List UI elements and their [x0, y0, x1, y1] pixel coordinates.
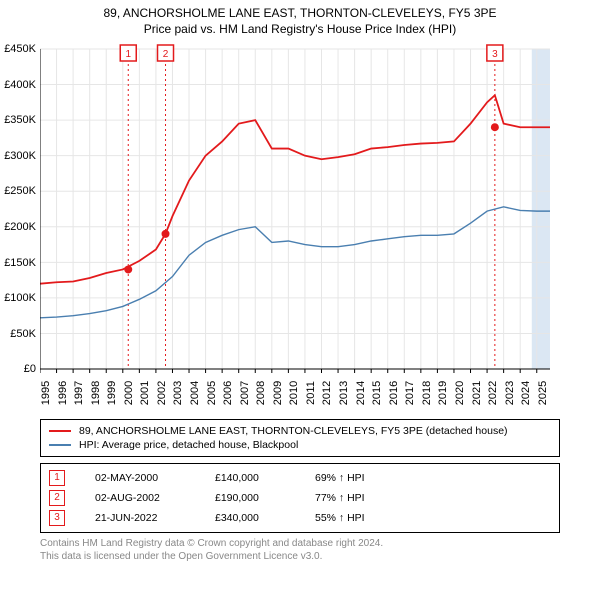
x-axis-label: 2020: [454, 381, 466, 405]
title-line-2: Price paid vs. HM Land Registry's House …: [0, 22, 600, 38]
x-axis-label: 2011: [305, 381, 317, 405]
x-axis-label: 1997: [73, 381, 85, 405]
future-band: [532, 49, 550, 369]
x-axis-label: 2014: [355, 381, 367, 405]
legend-row: HPI: Average price, detached house, Blac…: [49, 438, 551, 452]
x-axis-label: 2006: [222, 381, 234, 405]
x-axis-label: 2019: [437, 381, 449, 405]
x-axis-label: 1999: [106, 381, 118, 405]
chart-area: 123 £0£50K£100K£150K£200K£250K£300K£350K…: [40, 39, 600, 409]
chart-svg: 1 2 3: [40, 39, 600, 409]
marker-date: 02-MAY-2000: [95, 472, 185, 484]
legend-label: 89, ANCHORSHOLME LANE EAST, THORNTON-CLE…: [79, 425, 508, 437]
y-axis-label: £0: [24, 363, 40, 375]
x-axis-label: 2001: [139, 381, 151, 405]
y-axis-label: £450K: [4, 43, 40, 55]
marker-delta: 69% ↑ HPI: [315, 472, 365, 484]
marker-table-badge: 3: [49, 510, 65, 526]
marker-badge-label: 1: [125, 49, 131, 60]
legend-label: HPI: Average price, detached house, Blac…: [79, 439, 298, 451]
footer: Contains HM Land Registry data © Crown c…: [40, 537, 560, 563]
y-axis-label: £350K: [4, 114, 40, 126]
x-axis-label: 2010: [288, 381, 300, 405]
y-axis-label: £100K: [4, 292, 40, 304]
marker-delta: 55% ↑ HPI: [315, 512, 365, 524]
x-axis-label: 2003: [172, 381, 184, 405]
y-axis-label: £300K: [4, 150, 40, 162]
x-axis-label: 2018: [421, 381, 433, 405]
x-axis-label: 2007: [239, 381, 251, 405]
y-axis-label: £50K: [10, 328, 40, 340]
x-axis-label: 2024: [520, 381, 532, 405]
marker-date: 02-AUG-2002: [95, 492, 185, 504]
title-block: 89, ANCHORSHOLME LANE EAST, THORNTON-CLE…: [0, 0, 600, 39]
legend-swatch: [49, 444, 71, 446]
x-axis-label: 2015: [371, 381, 383, 405]
legend-swatch: [49, 430, 71, 432]
x-axis-label: 1998: [90, 381, 102, 405]
marker-table-badge: 1: [49, 470, 65, 486]
marker-table-badge: 2: [49, 490, 65, 506]
marker-table-row: 2 02-AUG-2002 £190,000 77% ↑ HPI: [49, 488, 551, 508]
x-axis-label: 1995: [40, 381, 52, 405]
x-axis-label: 2025: [537, 381, 549, 405]
marker-dot: [491, 123, 499, 131]
x-axis-label: 2005: [206, 381, 218, 405]
marker-table-row: 1 02-MAY-2000 £140,000 69% ↑ HPI: [49, 468, 551, 488]
y-axis-label: £150K: [4, 257, 40, 269]
x-axis-label: 1996: [57, 381, 69, 405]
x-axis-label: 2017: [404, 381, 416, 405]
y-axis-label: £400K: [4, 79, 40, 91]
x-axis-label: 2022: [487, 381, 499, 405]
x-axis-label: 2002: [156, 381, 168, 405]
marker-badge-label: 2: [163, 49, 169, 60]
marker-table-row: 3 21-JUN-2022 £340,000 55% ↑ HPI: [49, 508, 551, 528]
marker-badge-label: 3: [492, 49, 498, 60]
legend-row: 89, ANCHORSHOLME LANE EAST, THORNTON-CLE…: [49, 424, 551, 438]
x-axis-label: 2004: [189, 381, 201, 405]
marker-delta: 77% ↑ HPI: [315, 492, 365, 504]
x-axis-label: 2000: [123, 381, 135, 405]
y-axis-label: £250K: [4, 185, 40, 197]
marker-date: 21-JUN-2022: [95, 512, 185, 524]
chart-container: 89, ANCHORSHOLME LANE EAST, THORNTON-CLE…: [0, 0, 600, 563]
series-property: [40, 95, 550, 283]
x-axis-label: 2012: [321, 381, 333, 405]
x-axis-label: 2021: [471, 381, 483, 405]
markers-table: 1 02-MAY-2000 £140,000 69% ↑ HPI 2 02-AU…: [40, 463, 560, 533]
x-axis-label: 2008: [255, 381, 267, 405]
marker-price: £190,000: [215, 492, 285, 504]
x-axis-label: 2023: [504, 381, 516, 405]
title-line-1: 89, ANCHORSHOLME LANE EAST, THORNTON-CLE…: [0, 6, 600, 22]
y-axis-label: £200K: [4, 221, 40, 233]
x-axis-label: 2013: [338, 381, 350, 405]
footer-line-1: Contains HM Land Registry data © Crown c…: [40, 537, 560, 550]
x-axis-label: 2009: [272, 381, 284, 405]
marker-price: £340,000: [215, 512, 285, 524]
x-axis-label: 2016: [388, 381, 400, 405]
legend: 89, ANCHORSHOLME LANE EAST, THORNTON-CLE…: [40, 419, 560, 457]
marker-price: £140,000: [215, 472, 285, 484]
footer-line-2: This data is licensed under the Open Gov…: [40, 550, 560, 563]
